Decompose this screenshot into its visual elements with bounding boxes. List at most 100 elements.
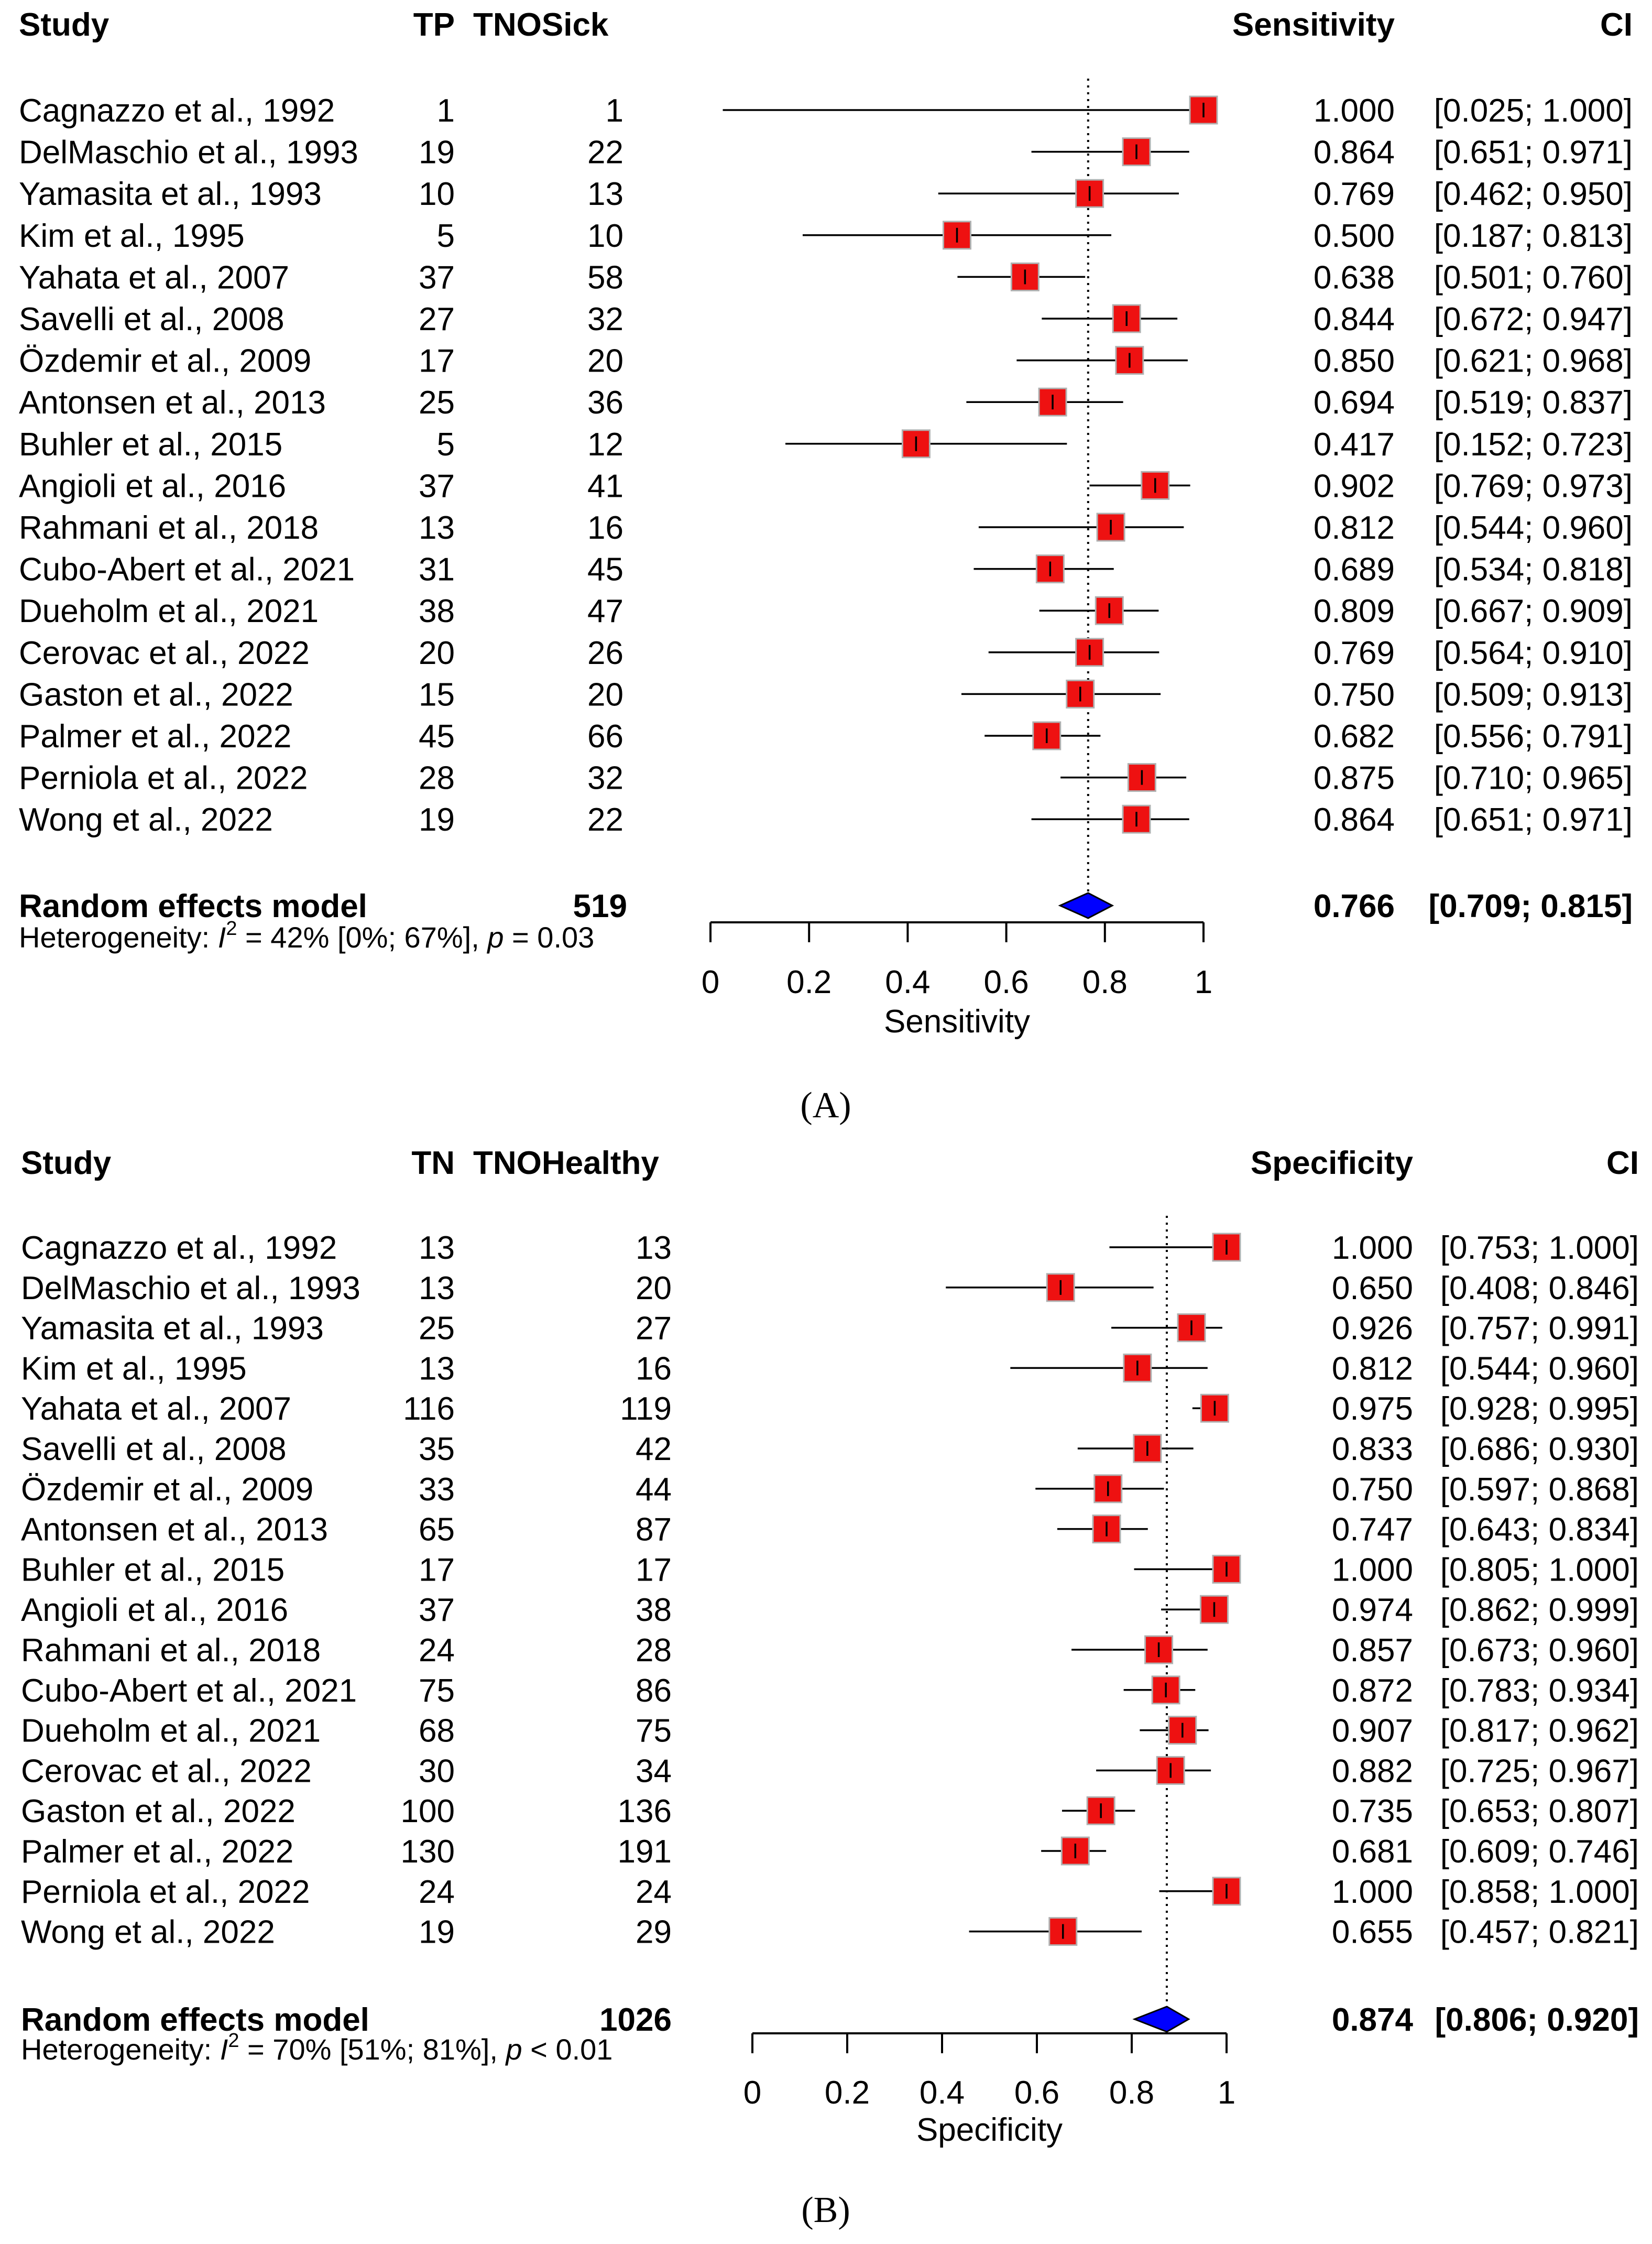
study-estimate-value: 0.975	[1332, 1391, 1413, 1427]
study-name: Kim et al., 1995	[21, 1350, 247, 1387]
x-axis-tick-label: 0.2	[825, 2075, 870, 2111]
summary-label: Random effects model	[21, 2002, 369, 2038]
study-ci-value: [0.862; 0.999]	[1440, 1592, 1639, 1628]
study-count1: 38	[419, 593, 455, 629]
study-ci-value: [0.643; 0.834]	[1440, 1512, 1639, 1548]
study-count1: 27	[419, 301, 455, 337]
study-count1: 1	[437, 93, 455, 129]
column-header-count1: TN	[411, 1145, 455, 1181]
study-name: Savelli et al., 2008	[19, 301, 285, 337]
column-header-study: Study	[21, 1145, 112, 1181]
study-count1: 5	[437, 427, 455, 463]
study-estimate-value: 0.844	[1314, 301, 1395, 337]
summary-estimate-value: 0.766	[1314, 888, 1395, 924]
study-count1: 75	[419, 1673, 455, 1709]
study-count1: 24	[419, 1874, 455, 1910]
heterogeneity-part-i_letter: I	[220, 2033, 228, 2066]
study-row: Kim et al., 1995 5 10 0.500 [0.187; 0.813]	[19, 218, 1633, 254]
study-count2: 22	[587, 802, 623, 838]
study-row: Angioli et al., 2016 37 41 0.902 [0.769; 0.9…	[19, 468, 1633, 504]
study-estimate-value: 0.747	[1332, 1512, 1413, 1548]
column-header-count2: TNOSick	[473, 7, 609, 43]
study-ci-value: [0.519; 0.837]	[1434, 385, 1633, 421]
study-ci-value: [0.509; 0.913]	[1434, 677, 1633, 713]
summary-label: Random effects model	[19, 888, 367, 924]
summary-diamond	[1132, 2006, 1190, 2033]
study-row: Kim et al., 1995 13 16 0.812 [0.544; 0.960]	[21, 1350, 1639, 1387]
study-ci-value: [0.725; 0.967]	[1440, 1753, 1639, 1789]
point-estimate-box	[943, 221, 971, 250]
study-name: Özdemir et al., 2009	[21, 1472, 313, 1508]
panel-b-specificity-forest-plot: Study TN TNOHealthy Specificity CI Cagnazzo e…	[21, 1145, 1639, 2148]
study-estimate-value: 0.417	[1314, 427, 1395, 463]
study-count2: 12	[587, 427, 623, 463]
study-name: Cerovac et al., 2022	[21, 1753, 312, 1789]
study-count2: 1	[606, 93, 623, 129]
point-estimate-box	[1092, 1515, 1121, 1544]
x-axis-tick-label: 1	[1195, 964, 1212, 1000]
study-estimate-value: 0.907	[1332, 1713, 1413, 1749]
study-count2: 47	[587, 593, 623, 629]
study-row: Cerovac et al., 2022 30 34 0.882 [0.725; 0.9…	[21, 1753, 1639, 1789]
study-estimate-value: 0.750	[1314, 677, 1395, 713]
study-count1: 35	[419, 1431, 455, 1467]
x-axis-tick-label: 0.8	[1082, 964, 1128, 1000]
study-count2: 29	[636, 1914, 672, 1951]
study-count1: 37	[419, 259, 455, 296]
study-name: Gaston et al., 2022	[19, 677, 293, 713]
study-estimate-value: 1.000	[1332, 1874, 1413, 1910]
study-ci-value: [0.653; 0.807]	[1440, 1793, 1639, 1829]
study-count2: 119	[620, 1391, 672, 1427]
study-estimate-value: 0.857	[1332, 1632, 1413, 1669]
study-count1: 20	[419, 635, 455, 671]
x-axis-tick-label: 0.2	[786, 964, 832, 1000]
x-axis-label: Specificity	[916, 2112, 1063, 2148]
study-estimate-value: 0.500	[1314, 218, 1395, 254]
study-ci-value: [0.544; 0.960]	[1434, 510, 1633, 546]
study-row: Cubo-Abert et al., 2021 31 45 0.689 [0.534; …	[19, 552, 1633, 588]
study-count1: 31	[419, 552, 455, 588]
x-axis-tick-label: 1	[1218, 2075, 1235, 2111]
study-ci-value: [0.928; 0.995]	[1440, 1391, 1639, 1427]
point-estimate-box	[1144, 1635, 1174, 1664]
x-axis-tick-label: 0.4	[885, 964, 930, 1000]
study-ci-value: [0.544; 0.960]	[1440, 1350, 1639, 1387]
study-estimate-value: 0.735	[1332, 1793, 1413, 1829]
study-estimate-value: 0.812	[1314, 510, 1395, 546]
study-count2: 17	[636, 1552, 672, 1588]
study-count1: 30	[419, 1753, 455, 1789]
column-header-study: Study	[19, 7, 110, 43]
study-row: Antonsen et al., 2013 25 36 0.694 [0.519; 0.…	[19, 385, 1633, 421]
x-axis-tick-label: 0.4	[920, 2075, 965, 2111]
study-count2: 13	[636, 1230, 672, 1266]
study-row: Antonsen et al., 2013 65 87 0.747 [0.643; 0.…	[21, 1512, 1639, 1548]
study-count1: 116	[403, 1391, 455, 1427]
heterogeneity-part-prefix: Heterogeneity:	[19, 921, 218, 954]
study-count2: 36	[587, 385, 623, 421]
study-ci-value: [0.757; 0.991]	[1440, 1311, 1639, 1347]
study-name: Yamasita et al., 1993	[21, 1311, 324, 1347]
study-count2: 38	[636, 1592, 672, 1628]
study-ci-value: [0.621; 0.968]	[1434, 343, 1633, 379]
study-row: Perniola et al., 2022 24 24 1.000 [0.858; 1.…	[21, 1874, 1639, 1910]
study-row: Özdemir et al., 2009 33 44 0.750 [0.597; 0.8…	[21, 1472, 1639, 1508]
study-count2: 75	[636, 1713, 672, 1749]
study-estimate-value: 0.864	[1314, 135, 1395, 171]
study-ci-value: [0.673; 0.960]	[1440, 1632, 1639, 1669]
study-count1: 13	[419, 1270, 455, 1306]
study-name: Gaston et al., 2022	[21, 1793, 296, 1829]
study-ci-value: [0.651; 0.971]	[1434, 135, 1633, 171]
study-row: Cagnazzo et al., 1992 13 13 1.000 [0.753; 1.…	[21, 1230, 1639, 1266]
study-row: Savelli et al., 2008 35 42 0.833 [0.686; 0.9…	[21, 1431, 1639, 1467]
study-count2: 26	[587, 635, 623, 671]
study-name: Perniola et al., 2022	[19, 760, 308, 797]
study-row: Yahata et al., 2007 37 58 0.638 [0.501; 0.76…	[19, 259, 1633, 296]
column-header-ci: CI	[1606, 1145, 1639, 1181]
study-row: Buhler et al., 2015 17 17 1.000 [0.805; 1.00…	[21, 1552, 1639, 1588]
study-ci-value: [0.672; 0.947]	[1434, 301, 1633, 337]
study-ci-value: [0.769; 0.973]	[1434, 468, 1633, 504]
study-name: Kim et al., 1995	[19, 218, 245, 254]
study-name: Cagnazzo et al., 1992	[19, 93, 335, 129]
study-count2: 27	[636, 1311, 672, 1347]
study-row: Angioli et al., 2016 37 38 0.974 [0.862; 0.9…	[21, 1592, 1639, 1628]
